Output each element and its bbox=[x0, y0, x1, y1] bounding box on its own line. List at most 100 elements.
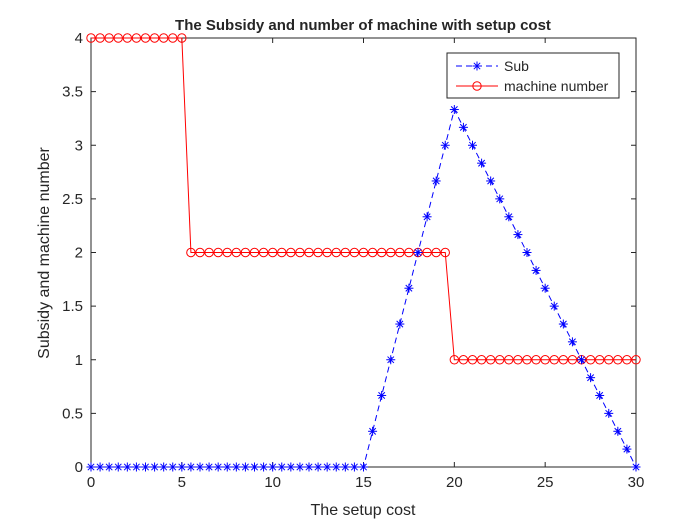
marker-stroke bbox=[132, 463, 140, 471]
marker-stroke bbox=[314, 463, 322, 471]
marker-stroke bbox=[187, 463, 195, 471]
marker-stroke bbox=[473, 62, 481, 70]
x-tick-label: 25 bbox=[537, 474, 554, 491]
marker-stroke bbox=[350, 463, 358, 471]
data-point-sub bbox=[495, 194, 505, 204]
data-point-sub bbox=[531, 265, 541, 275]
data-point-sub bbox=[404, 283, 414, 293]
y-tick-labels: 0 0.5 1 1.5 2 2.5 3 3.5 4 bbox=[62, 30, 83, 476]
data-point-machine-number bbox=[304, 247, 314, 258]
marker-stroke bbox=[278, 463, 286, 471]
data-point-machine-number bbox=[95, 33, 105, 43]
marker-stroke bbox=[87, 463, 95, 471]
marker-stroke bbox=[587, 374, 595, 382]
data-point-machine-number bbox=[249, 247, 260, 258]
data-point-machine-number bbox=[313, 247, 323, 258]
data-point-sub bbox=[386, 355, 396, 365]
data-point-machine-number bbox=[104, 33, 114, 43]
data-point-machine-number bbox=[404, 247, 414, 258]
marker-stroke bbox=[169, 463, 177, 471]
data-point-machine-number bbox=[267, 247, 278, 258]
y-tick-label: 2.5 bbox=[62, 191, 83, 208]
data-point-sub bbox=[204, 462, 214, 472]
data-point-sub bbox=[586, 373, 596, 383]
data-point-machine-number bbox=[122, 33, 133, 43]
data-point-machine-number bbox=[158, 33, 169, 43]
data-point-machine-number bbox=[213, 247, 223, 258]
data-point-sub bbox=[449, 105, 459, 115]
legend-sample-sub bbox=[456, 61, 498, 71]
data-point-sub bbox=[268, 462, 278, 472]
data-point-sub bbox=[631, 462, 641, 472]
data-point-sub bbox=[604, 408, 614, 418]
data-point-machine-number bbox=[467, 355, 478, 365]
data-point-sub bbox=[86, 462, 96, 472]
data-point-sub bbox=[122, 462, 132, 472]
marker-stroke bbox=[205, 463, 213, 471]
marker-stroke bbox=[478, 159, 486, 167]
marker-stroke bbox=[596, 391, 604, 399]
data-point-machine-number bbox=[622, 355, 632, 365]
x-tick-label: 20 bbox=[446, 474, 463, 491]
marker-stroke bbox=[241, 463, 249, 471]
marker-stroke bbox=[96, 463, 104, 471]
data-point-machine-number bbox=[531, 355, 541, 365]
data-point-sub bbox=[458, 122, 468, 132]
marker-stroke bbox=[260, 463, 268, 471]
data-point-machine-number bbox=[522, 355, 532, 365]
marker-stroke bbox=[369, 427, 377, 435]
data-point-sub bbox=[613, 426, 623, 436]
marker-stroke bbox=[514, 231, 522, 239]
y-tick-label: 0 bbox=[75, 459, 83, 476]
data-point-machine-number bbox=[585, 355, 596, 365]
data-point-machine-number bbox=[567, 355, 578, 365]
data-point-sub bbox=[331, 462, 341, 472]
data-point-machine-number bbox=[149, 33, 160, 43]
legend-label-sub: Sub bbox=[504, 58, 529, 74]
data-point-sub bbox=[522, 248, 532, 257]
y-axis-label: Subsidy and machine number bbox=[36, 146, 53, 358]
marker-stroke bbox=[623, 445, 631, 453]
data-point-machine-number bbox=[222, 247, 232, 258]
x-tick-label: 0 bbox=[87, 474, 95, 491]
data-point-sub bbox=[159, 462, 169, 472]
data-point-sub bbox=[104, 462, 114, 472]
data-point-machine-number bbox=[186, 247, 196, 258]
data-point-machine-number bbox=[386, 247, 396, 258]
y-tick-label: 1 bbox=[75, 352, 83, 369]
data-point-machine-number bbox=[258, 247, 269, 258]
data-point-sub bbox=[131, 462, 141, 472]
marker-stroke bbox=[105, 463, 113, 471]
data-point-sub bbox=[231, 462, 241, 472]
data-point-machine-number bbox=[558, 355, 569, 365]
data-point-machine-number bbox=[495, 355, 505, 365]
data-point-machine-number bbox=[613, 355, 623, 365]
data-point-sub bbox=[304, 462, 314, 472]
y-tick-label: 3 bbox=[75, 137, 83, 154]
marker-stroke bbox=[605, 409, 613, 417]
data-point-machine-number bbox=[458, 355, 469, 365]
marker-stroke bbox=[223, 463, 231, 471]
data-point-sub bbox=[413, 248, 423, 257]
data-point-machine-number bbox=[395, 247, 405, 258]
x-tick-labels: 0 5 10 15 20 25 30 bbox=[87, 474, 645, 491]
data-point-sub bbox=[349, 462, 359, 472]
marker-stroke bbox=[178, 463, 186, 471]
data-point-sub bbox=[504, 212, 514, 222]
marker-stroke bbox=[505, 213, 513, 221]
marker-stroke bbox=[232, 463, 240, 471]
y-tick-label: 0.5 bbox=[62, 405, 83, 422]
series-sub bbox=[86, 105, 641, 472]
data-point-machine-number bbox=[140, 33, 151, 43]
data-point-sub bbox=[213, 462, 223, 472]
data-point-machine-number bbox=[177, 33, 187, 43]
data-point-machine-number bbox=[277, 247, 287, 258]
data-point-machine-number bbox=[449, 355, 460, 365]
data-point-machine-number bbox=[131, 33, 142, 43]
marker-stroke bbox=[459, 123, 467, 131]
data-point-machine-number bbox=[476, 355, 487, 365]
data-point-sub bbox=[395, 319, 405, 329]
data-point-sub bbox=[222, 462, 232, 472]
marker-stroke bbox=[468, 141, 477, 149]
